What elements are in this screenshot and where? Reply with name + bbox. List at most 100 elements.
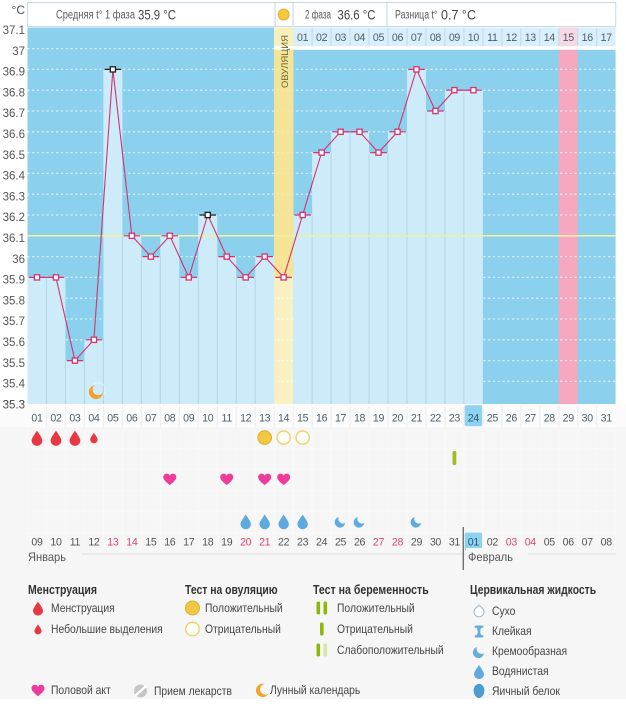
svg-text:Менструация: Менструация xyxy=(28,583,97,597)
svg-text:25: 25 xyxy=(487,413,499,425)
svg-text:01: 01 xyxy=(468,537,480,549)
svg-text:01: 01 xyxy=(297,32,309,44)
svg-text:37: 37 xyxy=(12,46,25,58)
svg-text:10: 10 xyxy=(50,537,62,549)
svg-text:Отрицательный: Отрицательный xyxy=(337,622,413,636)
svg-text:07: 07 xyxy=(582,537,594,549)
svg-text:11: 11 xyxy=(222,413,233,425)
svg-text:10: 10 xyxy=(202,413,214,425)
svg-text:Яичный белок: Яичный белок xyxy=(492,684,561,698)
svg-text:36.4: 36.4 xyxy=(3,171,26,183)
svg-text:10: 10 xyxy=(468,32,480,44)
svg-text:31: 31 xyxy=(449,537,461,549)
svg-text:13: 13 xyxy=(525,32,537,44)
svg-text:03: 03 xyxy=(69,413,81,425)
svg-text:09: 09 xyxy=(31,537,43,549)
svg-text:24: 24 xyxy=(316,537,328,549)
svg-text:27: 27 xyxy=(525,413,537,425)
svg-text:11: 11 xyxy=(70,537,81,549)
svg-text:29: 29 xyxy=(563,413,575,425)
svg-text:15: 15 xyxy=(297,413,309,425)
svg-text:35.8: 35.8 xyxy=(3,295,25,307)
svg-text:35.9 °C: 35.9 °C xyxy=(138,7,176,23)
svg-text:24: 24 xyxy=(468,413,480,425)
svg-text:28: 28 xyxy=(392,537,404,549)
svg-text:22: 22 xyxy=(430,413,442,425)
svg-text:16: 16 xyxy=(164,537,176,549)
svg-text:28: 28 xyxy=(544,413,556,425)
svg-text:03: 03 xyxy=(506,537,518,549)
svg-text:0.7 °C: 0.7 °C xyxy=(441,7,476,23)
svg-text:01: 01 xyxy=(31,413,43,425)
svg-text:07: 07 xyxy=(411,32,423,44)
svg-text:17: 17 xyxy=(335,413,347,425)
svg-text:05: 05 xyxy=(373,32,385,44)
svg-text:36.9: 36.9 xyxy=(3,67,25,79)
svg-text:Половой акт: Половой акт xyxy=(51,683,111,697)
svg-text:17: 17 xyxy=(601,32,613,44)
svg-text:Средняя t° 1 фаза: Средняя t° 1 фаза xyxy=(56,10,135,22)
svg-text:19: 19 xyxy=(373,413,385,425)
svg-text:36.5: 36.5 xyxy=(3,150,25,162)
svg-text:°C: °C xyxy=(12,3,26,17)
svg-text:02: 02 xyxy=(50,413,62,425)
svg-text:13: 13 xyxy=(107,537,119,549)
svg-text:36.3: 36.3 xyxy=(3,191,25,203)
svg-text:35.9: 35.9 xyxy=(3,275,25,287)
svg-text:Прием лекарств: Прием лекарств xyxy=(154,684,232,698)
svg-text:18: 18 xyxy=(354,413,366,425)
svg-text:23: 23 xyxy=(297,537,309,549)
svg-text:17: 17 xyxy=(183,537,195,549)
svg-text:06: 06 xyxy=(563,537,575,549)
svg-text:29: 29 xyxy=(411,537,423,549)
svg-text:08: 08 xyxy=(430,32,442,44)
svg-text:11: 11 xyxy=(487,32,498,44)
svg-text:06: 06 xyxy=(392,32,404,44)
svg-text:Разница t°: Разница t° xyxy=(395,10,438,22)
svg-text:Сухо: Сухо xyxy=(492,604,516,618)
svg-text:20: 20 xyxy=(240,537,252,549)
svg-text:07: 07 xyxy=(145,413,157,425)
svg-text:Клейкая: Клейкая xyxy=(492,624,532,638)
svg-text:Слабоположительный: Слабоположительный xyxy=(337,643,444,657)
svg-text:06: 06 xyxy=(126,413,138,425)
svg-text:Отрицательный: Отрицательный xyxy=(205,622,281,636)
svg-text:15: 15 xyxy=(145,537,157,549)
svg-text:26: 26 xyxy=(506,413,518,425)
svg-text:14: 14 xyxy=(544,32,556,44)
svg-text:Январь: Январь xyxy=(28,550,66,564)
svg-text:36: 36 xyxy=(12,254,25,266)
svg-text:Водянистая: Водянистая xyxy=(492,664,549,678)
svg-text:Лунный календарь: Лунный календарь xyxy=(270,683,360,697)
svg-text:25: 25 xyxy=(335,537,347,549)
svg-text:27: 27 xyxy=(373,537,385,549)
svg-text:05: 05 xyxy=(544,537,556,549)
svg-text:14: 14 xyxy=(278,413,290,425)
svg-text:Положительный: Положительный xyxy=(205,601,283,615)
svg-text:30: 30 xyxy=(582,413,594,425)
svg-text:05: 05 xyxy=(107,413,119,425)
svg-text:12: 12 xyxy=(88,537,100,549)
svg-text:Менструация: Менструация xyxy=(51,601,115,615)
svg-text:23: 23 xyxy=(449,413,461,425)
svg-text:26: 26 xyxy=(354,537,366,549)
svg-text:12: 12 xyxy=(240,413,252,425)
svg-text:03: 03 xyxy=(335,32,347,44)
svg-text:36.6: 36.6 xyxy=(3,129,25,141)
svg-text:18: 18 xyxy=(202,537,214,549)
svg-text:35.3: 35.3 xyxy=(3,399,25,411)
svg-text:35.4: 35.4 xyxy=(3,379,26,391)
svg-text:Февраль: Февраль xyxy=(468,550,513,564)
svg-text:36.6 °C: 36.6 °C xyxy=(338,7,376,23)
svg-text:36.2: 36.2 xyxy=(3,212,25,224)
svg-text:2 фаза: 2 фаза xyxy=(305,10,331,22)
svg-text:Положительный: Положительный xyxy=(337,601,415,615)
svg-text:31: 31 xyxy=(601,413,613,425)
svg-text:09: 09 xyxy=(183,413,195,425)
svg-text:35.5: 35.5 xyxy=(3,358,25,370)
svg-text:13: 13 xyxy=(259,413,271,425)
svg-text:04: 04 xyxy=(354,32,366,44)
svg-text:21: 21 xyxy=(411,413,423,425)
svg-text:15: 15 xyxy=(563,32,575,44)
svg-text:16: 16 xyxy=(582,32,594,44)
